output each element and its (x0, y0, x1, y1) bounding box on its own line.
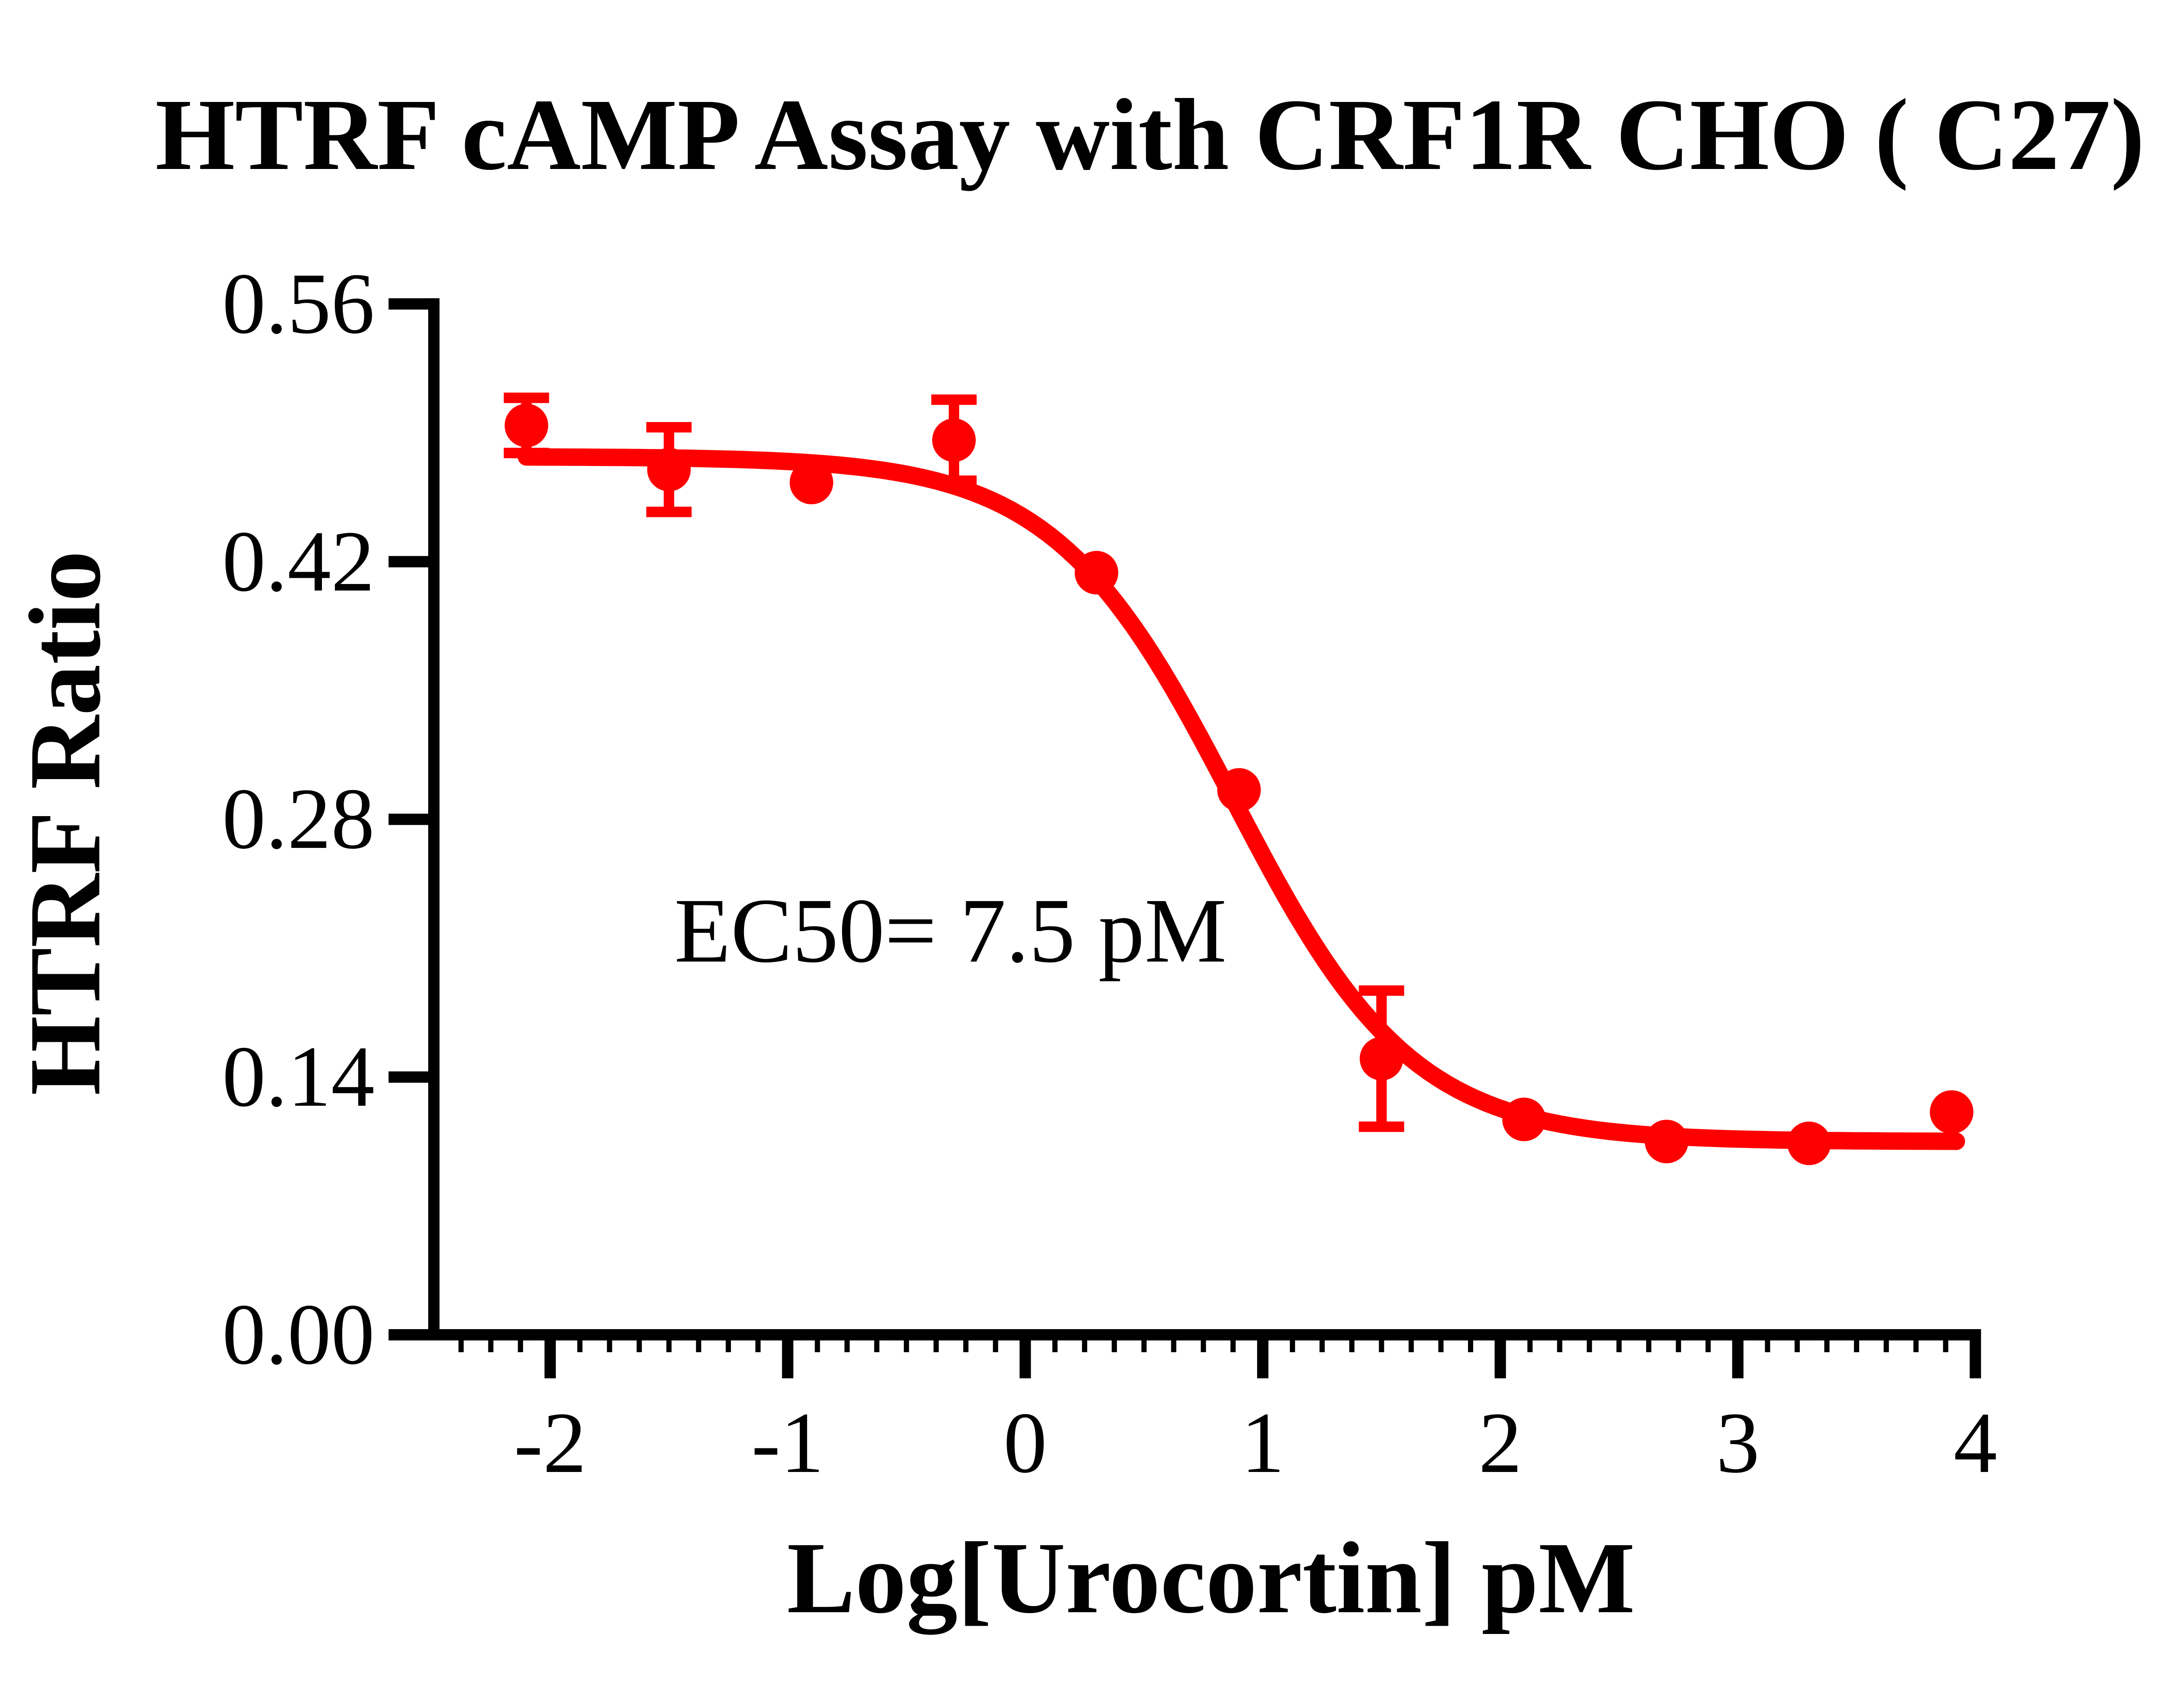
data-point (1930, 1090, 1974, 1134)
data-point (789, 460, 833, 504)
fit-curve (517, 448, 1965, 1150)
x-tick-label: -2 (514, 1395, 587, 1491)
x-tick-label: -1 (751, 1395, 824, 1491)
x-tick-label: 2 (1478, 1395, 1522, 1491)
data-point (1075, 551, 1119, 594)
chart-title: HTRF cAMP Assay with CRF1R CHO ( C27) (155, 78, 2144, 191)
data-point (504, 403, 548, 447)
x-tick-label: 4 (1954, 1395, 1997, 1491)
x-tick-label: 3 (1716, 1395, 1760, 1491)
data-point (932, 418, 976, 462)
x-axis-title: Log[Urocortin] pM (787, 1521, 1635, 1635)
data-point (1787, 1121, 1831, 1165)
y-tick-label: 0.14 (222, 1029, 375, 1125)
plot-elements: 0.00 0.14 0.28 0.42 0.56 -2 -1 0 1 2 3 4 (222, 256, 1997, 1491)
y-tick-label: 0.56 (222, 256, 375, 352)
x-tick-label: 0 (1004, 1395, 1047, 1491)
data-point (1217, 768, 1261, 812)
y-tick-label: 0.28 (222, 771, 375, 867)
y-axis-title: HTRF Ratio (8, 550, 122, 1095)
y-tick-label: 0.42 (222, 513, 375, 610)
x-tick-label: 1 (1241, 1395, 1285, 1491)
data-point (647, 448, 691, 492)
data-point (1644, 1120, 1688, 1164)
y-tick-label: 0.00 (222, 1286, 375, 1383)
data-point (1360, 1036, 1404, 1080)
data-point (1502, 1097, 1546, 1141)
ec50-annotation: EC50= 7.5 pM (674, 879, 1227, 982)
